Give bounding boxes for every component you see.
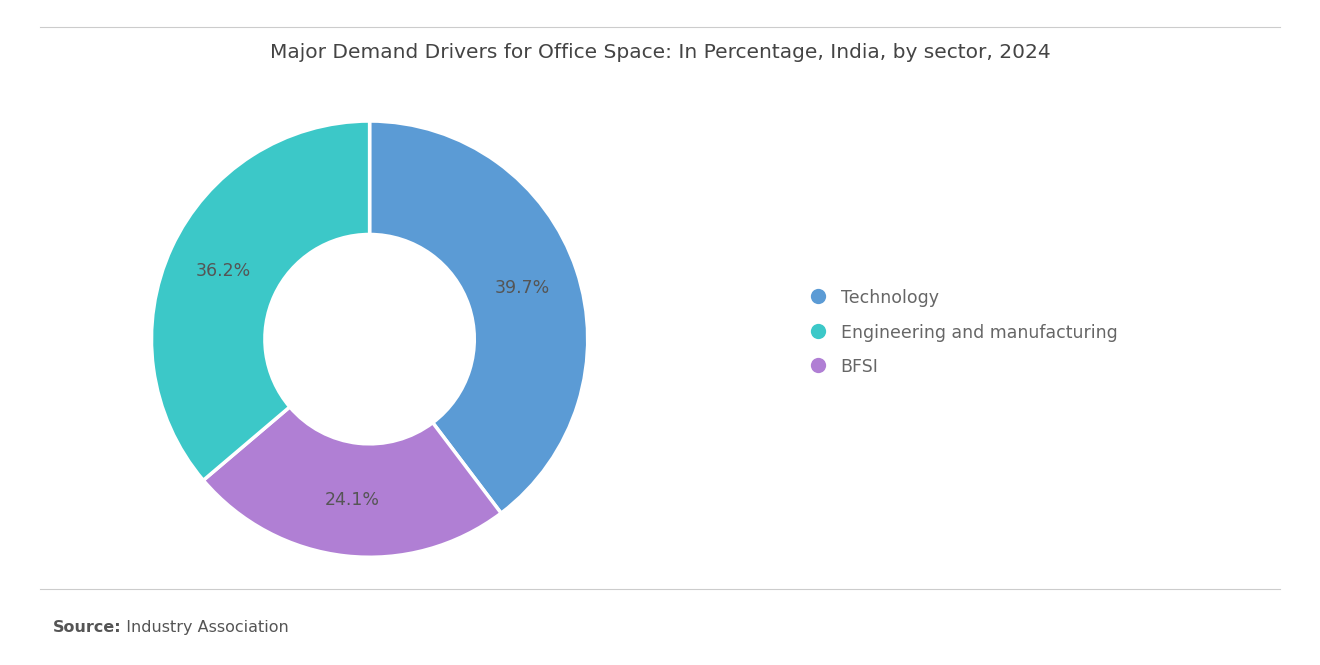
- Legend: Technology, Engineering and manufacturing, BFSI: Technology, Engineering and manufacturin…: [801, 280, 1126, 385]
- Wedge shape: [370, 121, 587, 513]
- Text: Major Demand Drivers for Office Space: In Percentage, India, by sector, 2024: Major Demand Drivers for Office Space: I…: [269, 43, 1051, 63]
- Wedge shape: [152, 121, 370, 480]
- Text: Industry Association: Industry Association: [116, 620, 289, 635]
- Text: 39.7%: 39.7%: [495, 279, 550, 297]
- Wedge shape: [203, 407, 502, 557]
- Text: 36.2%: 36.2%: [195, 263, 251, 281]
- Text: Source:: Source:: [53, 620, 121, 635]
- Text: 24.1%: 24.1%: [325, 491, 379, 509]
